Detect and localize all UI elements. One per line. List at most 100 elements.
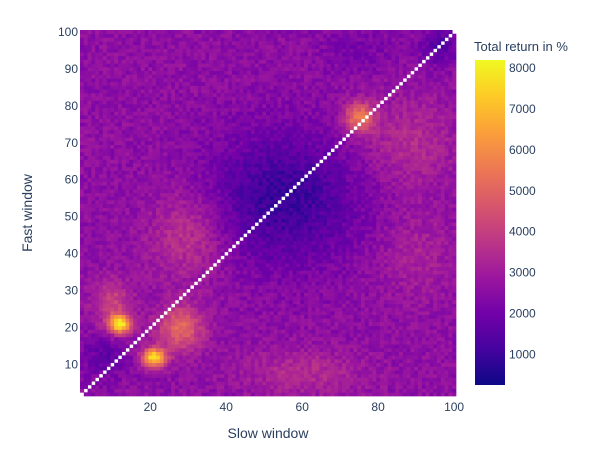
heatmap-cell — [193, 318, 199, 323]
heatmap-cell — [125, 233, 130, 238]
heatmap-cell — [216, 222, 221, 227]
heatmap-cell — [425, 270, 430, 275]
heatmap-cell — [269, 307, 275, 312]
heatmap-cell — [334, 251, 339, 256]
heatmap-cell — [155, 259, 161, 264]
heatmap-cell — [178, 310, 183, 316]
heatmap-cell — [361, 392, 366, 397]
heatmap-cell — [380, 388, 385, 393]
heatmap-cell — [440, 344, 445, 349]
heatmap-cell — [209, 355, 214, 360]
heatmap-cell — [421, 266, 426, 271]
heatmap-cell — [152, 274, 157, 279]
heatmap-cell — [323, 255, 328, 260]
heatmap-cell — [315, 307, 320, 312]
heatmap-cell — [250, 366, 256, 371]
heatmap-cell — [91, 359, 96, 364]
heatmap-cell — [102, 288, 107, 293]
heatmap-cell — [437, 207, 442, 212]
heatmap-cell — [129, 229, 134, 234]
heatmap-cell — [95, 322, 100, 327]
heatmap-cell — [361, 229, 366, 234]
heatmap-cell — [114, 351, 119, 356]
heatmap-cell — [144, 299, 149, 304]
heatmap-cell — [376, 266, 381, 271]
heatmap-cell — [148, 307, 153, 312]
heatmap-cell — [372, 266, 377, 271]
heatmap-cell — [433, 281, 438, 286]
heatmap-cell — [266, 362, 271, 367]
heatmap-cell — [330, 336, 335, 341]
heatmap-cell — [197, 340, 202, 345]
heatmap-cell — [425, 388, 430, 393]
heatmap-cell — [342, 229, 347, 234]
heatmap-cell — [437, 322, 442, 327]
heatmap-cell — [269, 314, 275, 319]
heatmap-cell — [243, 340, 248, 345]
heatmap-cell — [205, 214, 210, 219]
heatmap-cell — [292, 281, 297, 286]
heatmap-cell — [353, 292, 358, 297]
heatmap-cell — [368, 285, 373, 290]
heatmap-cell — [262, 388, 267, 393]
heatmap-cell — [212, 222, 218, 227]
heatmap-cell — [155, 347, 161, 352]
heatmap-cell — [114, 340, 119, 345]
heatmap-cell — [197, 366, 202, 371]
heatmap-cell — [421, 377, 426, 382]
heatmap-cell — [224, 373, 229, 378]
heatmap-cell — [372, 303, 377, 308]
heatmap-cell — [387, 248, 392, 253]
heatmap-cell — [243, 270, 248, 275]
heatmap-cell — [383, 214, 388, 219]
heatmap-cell — [425, 255, 430, 260]
heatmap-cell — [258, 222, 263, 227]
heatmap-cell — [406, 359, 411, 364]
heatmap-cell — [353, 240, 358, 245]
heatmap-cell — [136, 296, 142, 301]
heatmap-cell — [254, 325, 259, 330]
heatmap-cell — [444, 296, 449, 301]
heatmap-cell — [80, 310, 85, 316]
heatmap-cell — [228, 303, 233, 308]
heatmap-cell — [98, 351, 104, 356]
heatmap-cell — [247, 366, 252, 371]
heatmap-cell — [304, 274, 309, 279]
heatmap-cell — [106, 240, 111, 245]
heatmap-cell — [91, 255, 96, 260]
heatmap-cell — [133, 244, 138, 249]
heatmap-cell — [152, 218, 157, 223]
heatmap-cell — [224, 266, 229, 271]
heatmap-cell — [91, 362, 96, 367]
heatmap-cell — [285, 373, 290, 378]
heatmap-cell — [372, 325, 377, 330]
heatmap-cell — [152, 255, 157, 260]
heatmap-cell — [361, 274, 366, 279]
heatmap-cell — [345, 296, 351, 301]
heatmap-cell — [418, 211, 423, 216]
heatmap-cell — [433, 318, 438, 323]
heatmap-cell — [452, 259, 457, 264]
heatmap-cell — [440, 251, 445, 256]
heatmap-cell — [250, 244, 256, 249]
heatmap-cell — [281, 336, 286, 341]
heatmap-cell — [273, 266, 278, 271]
heatmap-cell — [391, 377, 396, 382]
heatmap-cell — [171, 259, 176, 264]
heatmap-cell — [353, 285, 358, 290]
heatmap-cell — [163, 248, 168, 253]
heatmap-cell — [136, 340, 142, 345]
heatmap-cell — [296, 259, 301, 264]
heatmap-cell — [250, 285, 256, 290]
heatmap-cell — [269, 248, 275, 253]
heatmap-cell — [402, 344, 407, 349]
heatmap-cell — [410, 225, 415, 230]
heatmap-cell — [250, 299, 256, 304]
heatmap-cell — [220, 222, 225, 227]
heatmap-cell — [425, 262, 430, 267]
heatmap-cell — [117, 303, 123, 308]
heatmap-cell — [342, 314, 347, 319]
heatmap-cell — [201, 248, 206, 253]
heatmap-cell — [83, 299, 88, 304]
heatmap-cell — [224, 229, 229, 234]
